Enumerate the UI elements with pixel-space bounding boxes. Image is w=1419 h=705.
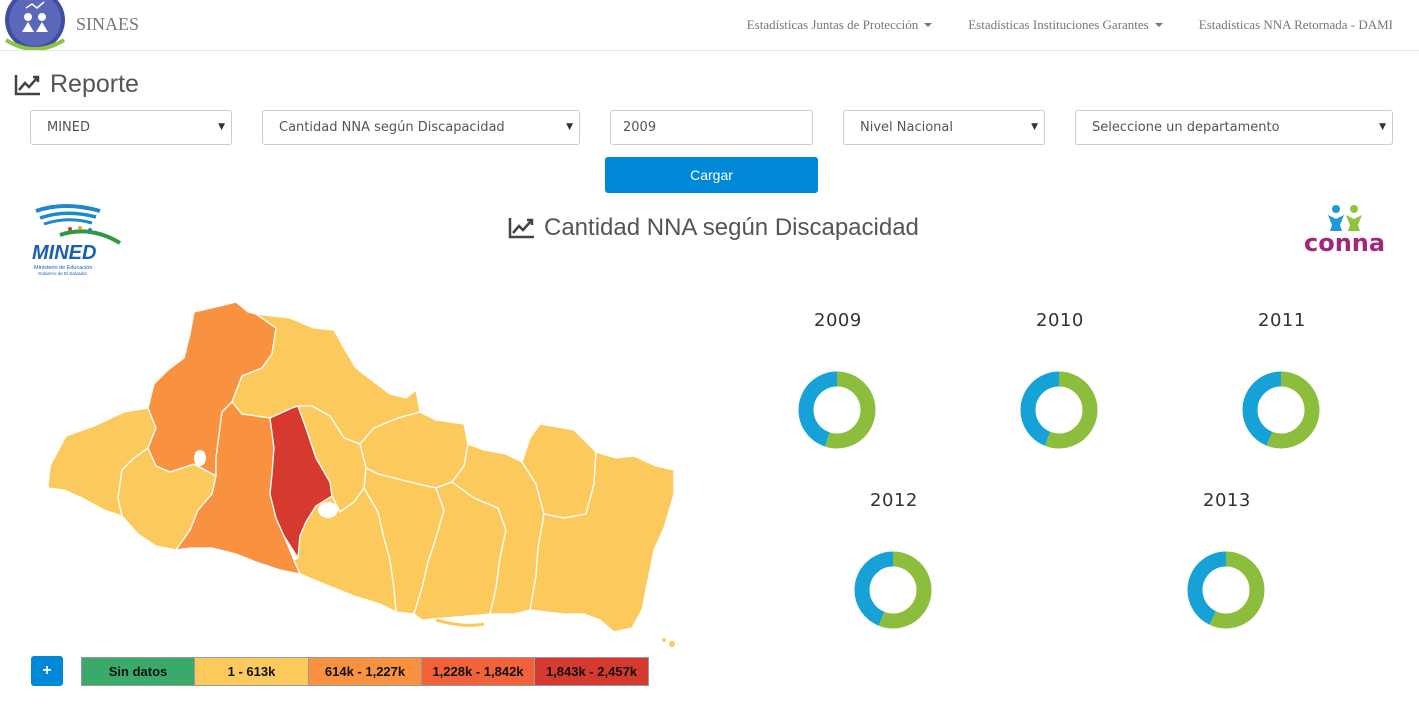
donut-chart[interactable] [1241,370,1321,450]
conna-logo: conna [1304,205,1385,255]
mined-logo-sub2: Gobierno de El Salvador [38,271,88,276]
donut-title: 2010 [1036,310,1084,331]
map-dept-la-union[interactable] [529,451,675,633]
donut-title: 2011 [1258,310,1306,331]
select-arrow-icon: ▼ [218,122,225,132]
donut-title: 2012 [870,490,918,511]
nav-juntas-proteccion-label: Estadísticas Juntas de Protección [746,17,919,32]
indicator-select-value: Cantidad NNA según Discapacidad [279,120,505,135]
load-button[interactable]: Cargar [605,157,818,193]
conna-logo-text: conna [1304,229,1385,255]
donut-title: 2013 [1203,490,1251,511]
nav-juntas-proteccion[interactable]: Estadísticas Juntas de Protección [747,17,933,33]
institution-select-value: MINED [47,120,90,135]
donut-slice-blue[interactable] [1187,551,1265,629]
mined-logo-text: MINED [32,242,96,264]
map-coast-detail [435,618,485,627]
donut-chart[interactable] [797,370,877,450]
legend-item: Sin datos [82,658,195,685]
donut-slice-blue[interactable] [854,551,932,629]
donut-chart[interactable] [853,550,933,630]
brand-name[interactable]: SINAES [76,14,140,34]
select-arrow-icon: ▼ [1031,122,1038,132]
line-chart-icon [508,218,534,239]
page-title-text: Reporte [50,70,139,98]
nav-nna-retornada[interactable]: Estadísticas NNA Retornada - DAMI [1199,17,1393,33]
legend-item: 1 - 613k [195,658,309,685]
map-coast-detail [583,608,619,615]
level-select-value: Nivel Nacional [860,120,953,135]
map-lake [318,502,338,518]
line-chart-icon [14,74,40,95]
legend-item: 1,843k - 2,457k [535,658,648,685]
nav-links: Estadísticas Juntas de Protección Estadí… [747,17,1393,33]
expand-legend-button[interactable]: + [31,656,63,686]
donut-slice-blue[interactable] [798,371,876,449]
department-select[interactable]: Seleccione un departamento ▼ [1075,110,1393,145]
donut-title: 2009 [814,310,862,331]
navbar: SINAES Estadísticas Juntas de Protección… [0,0,1419,51]
donut-chart[interactable] [1019,370,1099,450]
indicator-select[interactable]: Cantidad NNA según Discapacidad ▼ [262,110,580,145]
year-input[interactable]: 2009 [610,110,813,145]
institution-select[interactable]: MINED ▼ [30,110,232,145]
el-salvador-map[interactable] [44,298,684,653]
map-island [669,641,675,647]
nav-instituciones-garantes[interactable]: Estadísticas Instituciones Garantes [968,17,1163,33]
map-legend: Sin datos 1 - 613k 614k - 1,227k 1,228k … [81,657,649,686]
map-lake [194,450,206,466]
chart-title: Cantidad NNA según Discapacidad [508,214,919,242]
caret-down-icon [1154,23,1163,27]
select-arrow-icon: ▼ [566,122,573,132]
legend-item: 614k - 1,227k [309,658,422,685]
sinaes-logo-icon[interactable] [4,0,68,50]
nav-instituciones-garantes-label: Estadísticas Instituciones Garantes [968,17,1149,32]
mined-logo-sub1: Ministerio de Educación [34,265,92,271]
donut-slice-blue[interactable] [1242,371,1320,449]
year-input-value: 2009 [623,120,657,135]
caret-down-icon [924,23,933,27]
level-select[interactable]: Nivel Nacional ▼ [843,110,1045,145]
department-select-value: Seleccione un departamento [1092,120,1280,135]
donut-chart[interactable] [1186,550,1266,630]
legend-item: 1,228k - 1,842k [422,658,535,685]
donut-slice-blue[interactable] [1020,371,1098,449]
nav-nna-retornada-label: Estadísticas NNA Retornada - DAMI [1198,17,1393,32]
chart-title-text: Cantidad NNA según Discapacidad [544,214,919,241]
select-arrow-icon: ▼ [1379,122,1386,132]
mined-logo: MINED Ministerio de Educación Gobierno d… [32,204,122,276]
map-island [662,638,666,642]
page-title: Reporte [14,70,139,99]
